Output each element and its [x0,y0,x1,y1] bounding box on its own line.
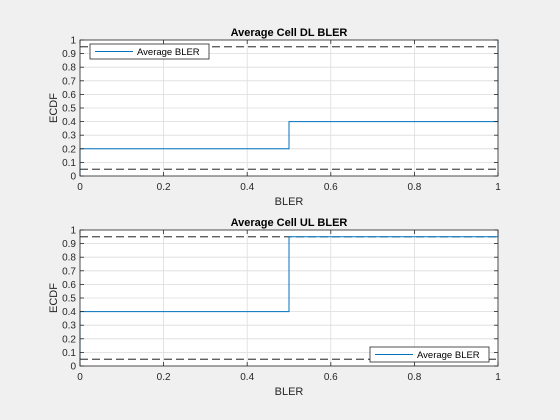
y-axis-label: ECDF [48,283,60,313]
y-tick-label: 0.5 [62,294,76,305]
subplot-1: 0 0.2 0.4 0.6 0.8 1 0 0.1 0.2 0.3 0.4 0.5 0.6 0.7 0.8 0… [48,27,501,208]
legend: Average BLER [89,43,210,60]
y-axis-label: ECDF [48,93,60,123]
legend-box [369,346,490,363]
x-tick-label: 0 [77,372,83,383]
x-tick-label: 1 [495,372,501,383]
y-tick-label: 0.2 [62,144,76,155]
y-tick-label: 0.5 [62,104,76,115]
y-tick-label: 0 [70,172,76,183]
y-tick-label: 0.9 [62,49,76,60]
chart-title: Average Cell UL BLER [231,217,348,229]
x-axis-label: BLER [275,386,304,398]
x-tick-label: 0.2 [157,182,171,193]
x-axis-label: BLER [275,196,304,208]
x-tick-label: 0 [77,182,83,193]
x-tick-label: 0.4 [240,372,254,383]
legend-label: Average BLER [417,350,480,361]
y-tick-label: 0 [70,362,76,373]
legend-box [89,43,210,60]
y-tick-label: 0.6 [62,90,76,101]
y-tick-label: 0.4 [62,307,76,318]
x-tick-label: 0.6 [324,372,338,383]
y-tick-label: 0.4 [62,117,76,128]
x-tick-label: 0.6 [324,182,338,193]
legend: Average BLER [369,346,490,363]
y-tick-label: 0.9 [62,239,76,250]
y-tick-label: 0.6 [62,280,76,291]
y-tick-label: 0.8 [62,63,76,74]
legend-label: Average BLER [137,47,200,58]
x-tick-label: 1 [495,182,501,193]
x-tick-label: 0.2 [157,372,171,383]
y-tick-label: 0.3 [62,131,76,142]
y-tick-label: 0.1 [62,158,76,169]
y-tick-label: 0.3 [62,321,76,332]
y-tick-label: 0.7 [62,76,76,87]
x-tick-label: 0.4 [240,182,254,193]
subplot-2: 0 0.2 0.4 0.6 0.8 1 0 0.1 0.2 0.3 0.4 0.5 0.6 0.7 0.8 0… [48,217,501,398]
x-tick-label: 0.8 [407,182,421,193]
y-tick-label: 0.8 [62,253,76,264]
y-tick-label: 1 [70,226,76,237]
x-tick-label: 0.8 [407,372,421,383]
y-tick-label: 0.2 [62,334,76,345]
y-tick-label: 0.7 [62,266,76,277]
y-tick-label: 0.1 [62,348,76,359]
chart-title: Average Cell DL BLER [231,27,348,39]
y-tick-label: 1 [70,36,76,47]
